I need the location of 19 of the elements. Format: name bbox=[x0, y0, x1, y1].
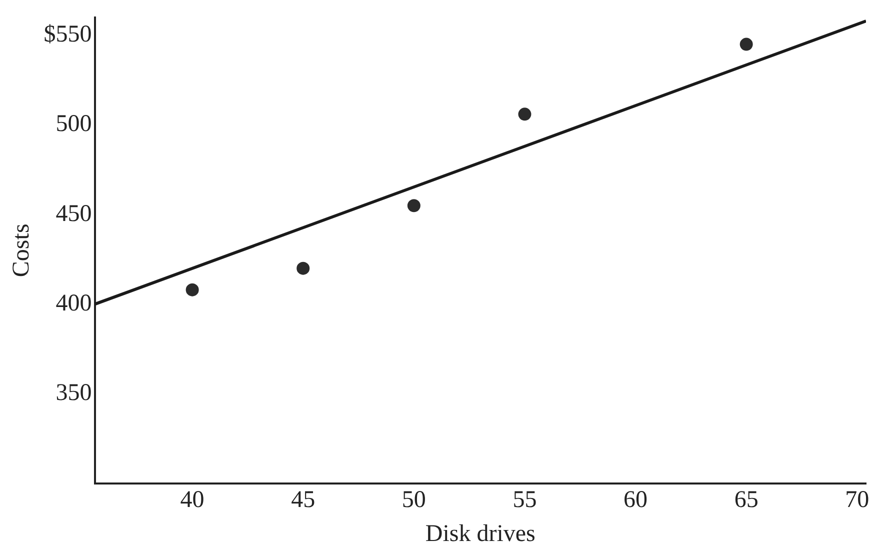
point bbox=[407, 199, 420, 212]
x-tick-label: 40 bbox=[180, 487, 204, 514]
point bbox=[740, 38, 753, 51]
point bbox=[296, 262, 310, 275]
y-tick-label: 350 bbox=[56, 380, 92, 406]
y-tick-label: 400 bbox=[56, 290, 92, 316]
x-tick-label: 55 bbox=[512, 487, 537, 514]
x-tick-label: 45 bbox=[291, 487, 316, 514]
y-tick-label: 500 bbox=[56, 111, 92, 138]
x-tick-label: 70 bbox=[845, 487, 870, 514]
y-axis-title: Costs bbox=[8, 224, 35, 278]
point bbox=[186, 283, 199, 296]
x-tick-label: 50 bbox=[402, 487, 426, 514]
y-tick-label: 450 bbox=[56, 200, 92, 227]
x-tick-label: 65 bbox=[734, 487, 758, 514]
y-tick-label: $550 bbox=[44, 22, 92, 48]
x-axis-title: Disk drives bbox=[425, 520, 536, 547]
point bbox=[518, 108, 532, 121]
x-tick-label: 60 bbox=[624, 487, 648, 514]
